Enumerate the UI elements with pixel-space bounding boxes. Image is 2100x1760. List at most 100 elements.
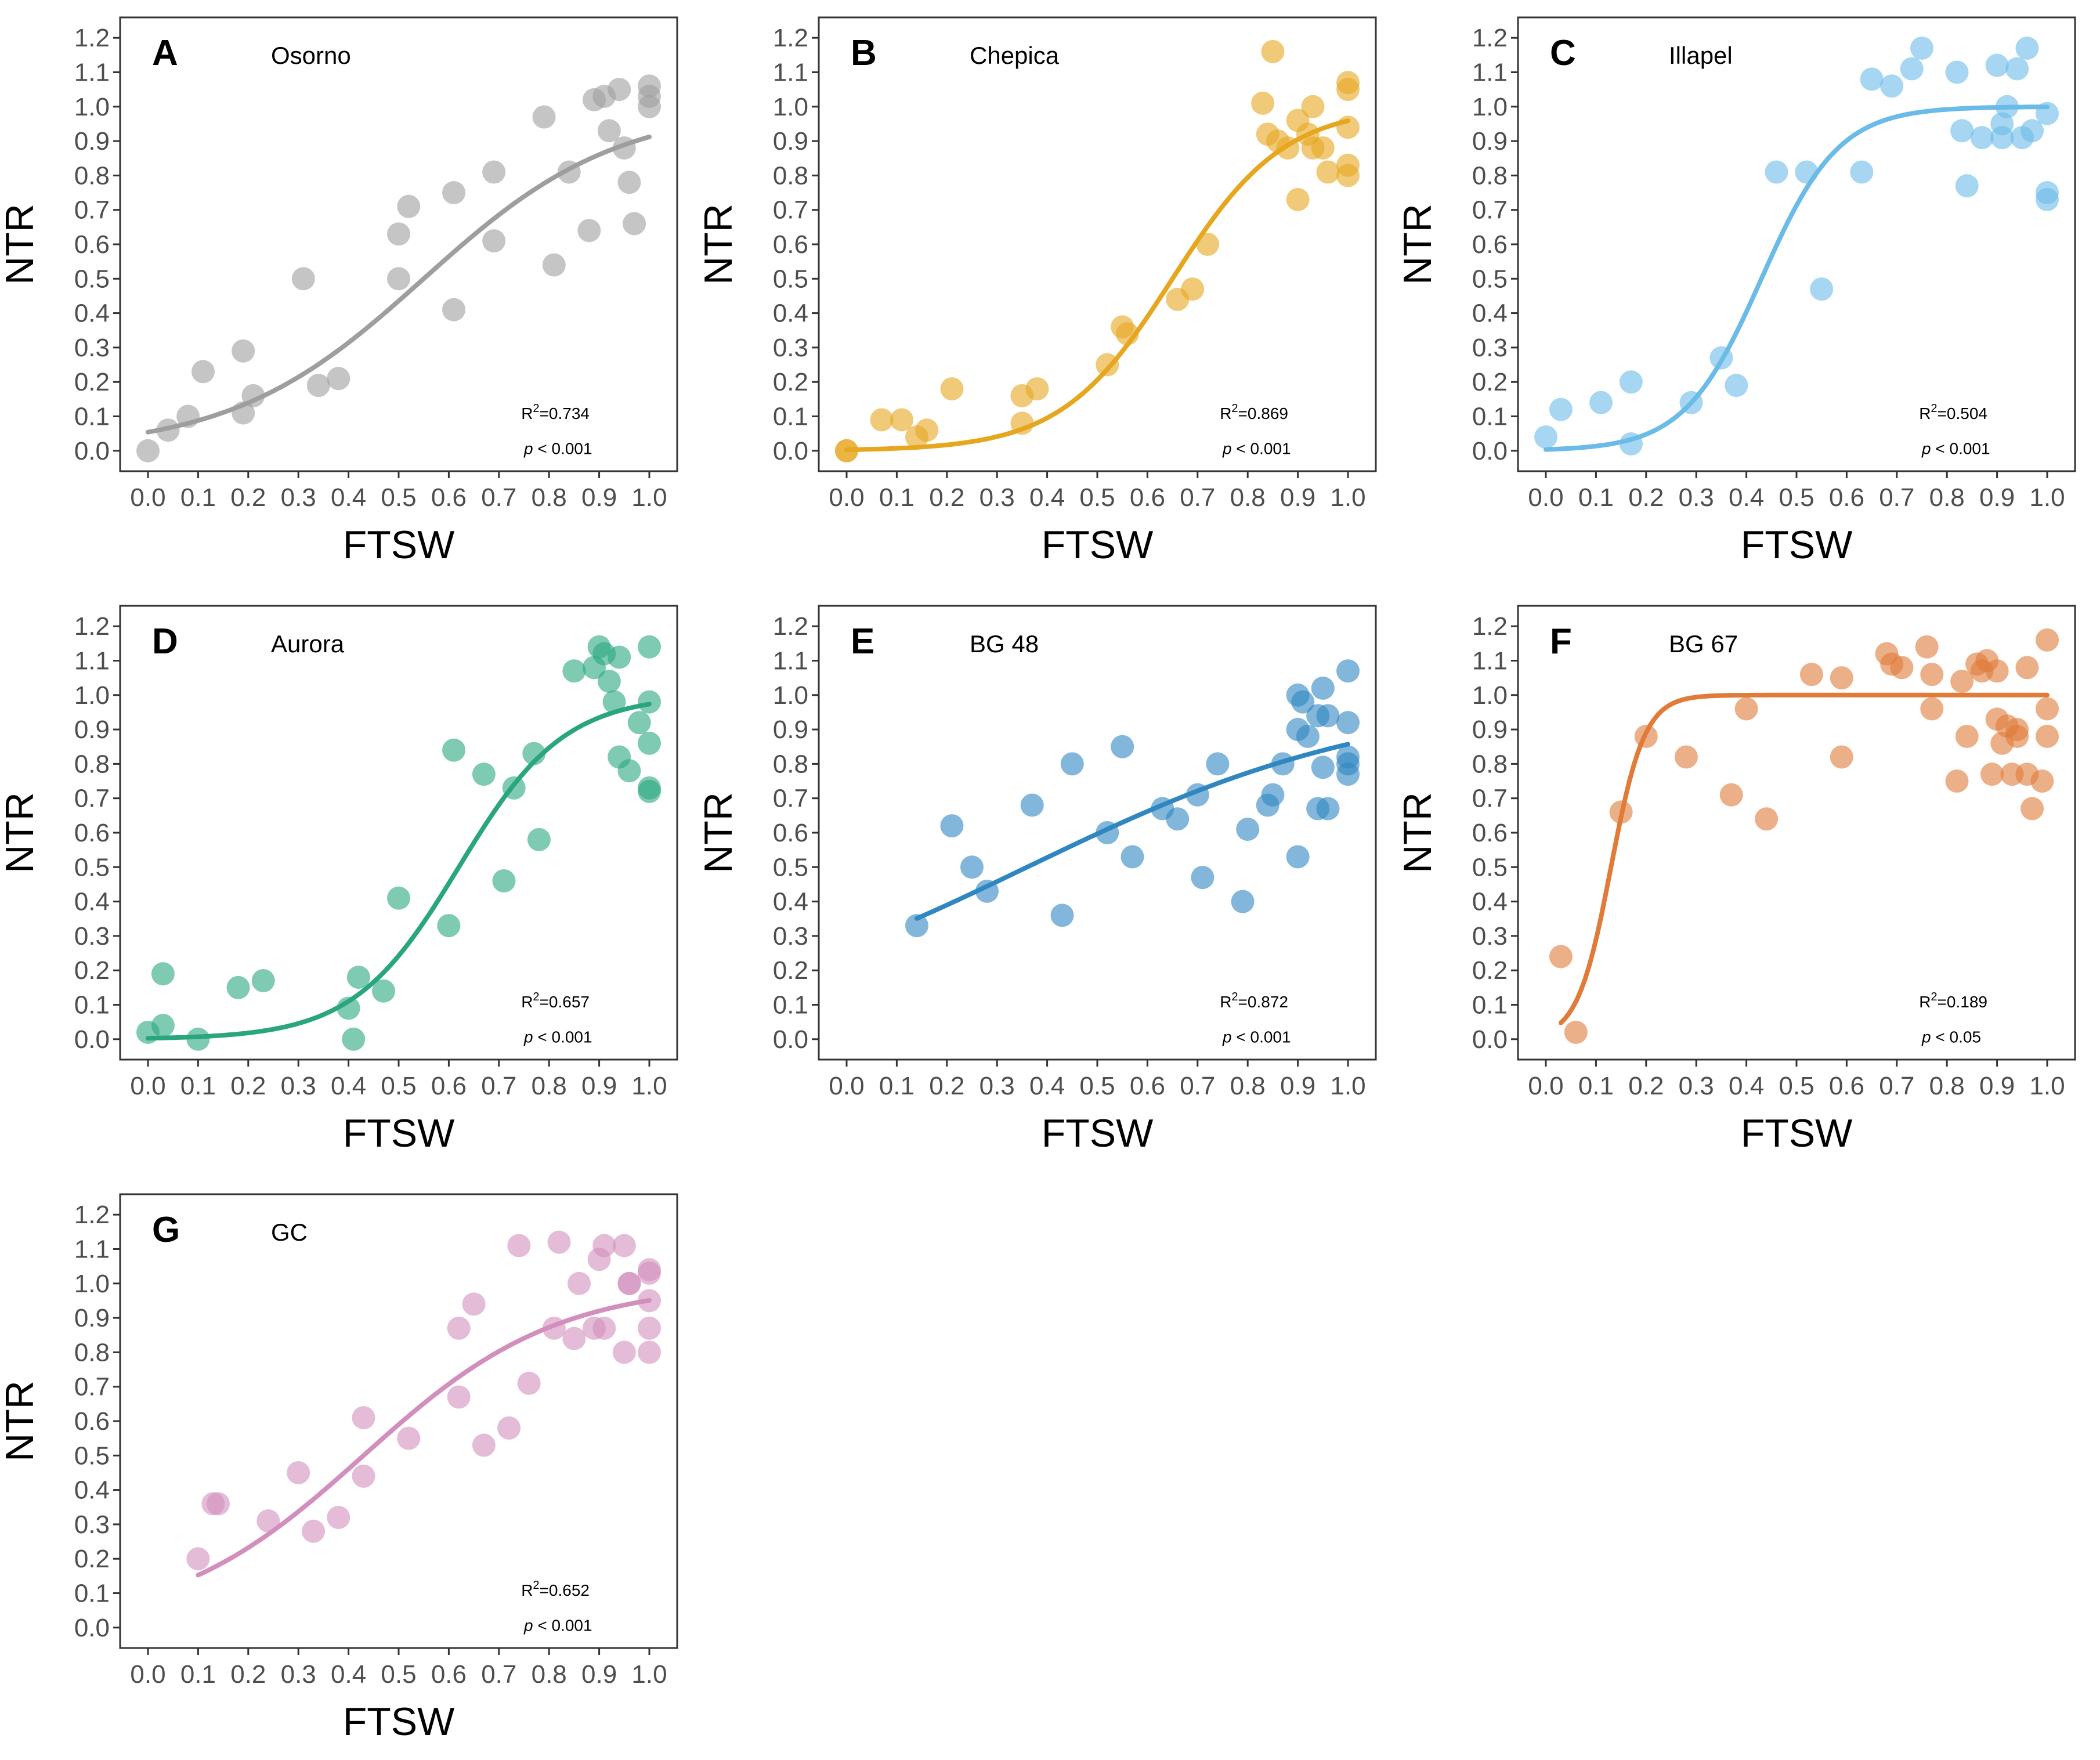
p-value-label: p < 0.001 [1921,439,1990,457]
data-point [2021,797,2044,821]
data-point [1955,174,1979,198]
data-point [638,731,661,755]
y-tick-label: 0.2 [74,368,110,396]
y-tick-label: 0.2 [1472,956,1508,985]
r-squared-label: R2=0.869 [1220,402,1288,422]
y-tick-label: 0.2 [773,956,808,985]
data-point [1236,818,1260,841]
x-tick-label: 0.1 [180,483,216,512]
data-point [1674,745,1698,769]
y-tick-label: 1.2 [1472,24,1508,52]
data-point [1950,670,1974,693]
x-tick-label: 0.1 [879,1072,915,1100]
y-tick-label: 0.7 [74,785,110,813]
data-point [562,659,586,683]
p-value: < 0.001 [537,439,592,457]
data-point [532,105,556,129]
y-tick-label: 1.0 [773,681,808,710]
x-tick-label: 0.4 [331,1072,366,1100]
data-point [352,1464,375,1488]
data-point [1181,277,1205,301]
y-tick-label: 0.9 [773,127,808,156]
y-tick-label: 1.2 [1472,612,1508,641]
data-point [940,814,964,838]
x-tick-label: 0.1 [1578,1072,1614,1100]
y-tick-label: 0.1 [1472,991,1508,1020]
data-point [2030,769,2054,793]
y-tick-label: 0.8 [74,750,110,778]
panel-title: Chepica [970,42,1060,69]
x-tick-label: 0.0 [829,1072,864,1100]
x-tick-label: 0.3 [281,483,316,512]
y-tick-label: 1.1 [74,1235,110,1263]
x-axis-title: FTSW [343,1700,455,1744]
data-point [1301,95,1325,118]
data-point [327,1506,350,1530]
data-point [352,1406,375,1430]
data-point [1206,752,1230,776]
y-tick-label: 0.2 [773,368,808,396]
data-point [191,360,215,384]
y-tick-label: 0.2 [74,956,110,985]
data-point [1096,353,1119,377]
y-tick-label: 0.3 [74,334,110,362]
panel-title: Aurora [271,630,345,657]
data-point [442,298,466,321]
y-tick-label: 0.7 [1472,785,1508,813]
y-tick-label: 0.0 [74,437,110,465]
x-tick-label: 0.7 [1879,1072,1914,1100]
x-tick-label: 0.6 [1829,483,1864,512]
data-point [387,222,410,246]
x-tick-label: 0.3 [281,1660,316,1689]
panel-title: Illapel [1669,42,1733,69]
data-point [2036,628,2059,652]
y-tick-label: 1.1 [1472,646,1508,675]
data-point [1990,126,2014,150]
x-tick-label: 0.5 [381,1660,416,1689]
x-tick-label: 0.4 [1729,483,1764,512]
y-tick-label: 0.6 [773,230,808,259]
y-tick-label: 1.2 [74,612,110,641]
x-tick-label: 0.7 [481,483,516,512]
data-point [1286,845,1310,869]
y-axis-title: NTR [1396,204,1440,285]
data-point [1890,656,1914,680]
data-point [1980,762,2004,786]
p-value: < 0.001 [537,1028,592,1046]
data-point [1020,793,1044,817]
data-point [940,377,964,401]
x-tick-label: 0.7 [1180,1072,1215,1100]
y-tick-label: 1.0 [1472,93,1508,121]
fit-curve [915,742,1350,921]
data-point [1296,724,1320,748]
panel-D: 0.0 0.1 0.2 0.3 0.4 0.5 0.6 0.7 0.8 0.9 1.0 1.1 1.2 0… [0,605,678,1155]
y-tick-label: 0.7 [1472,196,1508,225]
y-tick-label: 0.5 [1472,265,1508,293]
y-tick-label: 0.9 [773,715,808,744]
r-squared-label: R2=0.657 [521,991,590,1011]
data-point [1755,807,1779,831]
r-squared-value: 0.869 [1248,404,1288,422]
y-tick-label: 1.2 [773,24,808,52]
panel-letter: E [851,621,874,662]
y-tick-label: 0.8 [1472,750,1508,778]
data-point [447,1385,471,1409]
data-point [256,1509,280,1533]
data-point [387,267,410,291]
x-tick-label: 0.2 [230,483,266,512]
x-tick-label: 0.8 [532,483,567,512]
data-point [2021,119,2044,143]
data-point [1970,126,1994,150]
data-point [1336,752,1360,776]
p-value: < 0.001 [537,1616,592,1634]
data-point [186,1547,210,1571]
x-tick-label: 0.2 [230,1072,266,1100]
x-tick-label: 0.2 [1628,1072,1664,1100]
r-squared-value: 0.189 [1947,993,1987,1011]
y-tick-label: 1.0 [74,93,110,121]
data-point [397,194,421,218]
x-tick-label: 0.8 [1230,483,1266,512]
x-tick-label: 1.0 [631,1660,667,1689]
y-tick-label: 0.5 [773,853,808,881]
plot-frame [818,16,1377,472]
